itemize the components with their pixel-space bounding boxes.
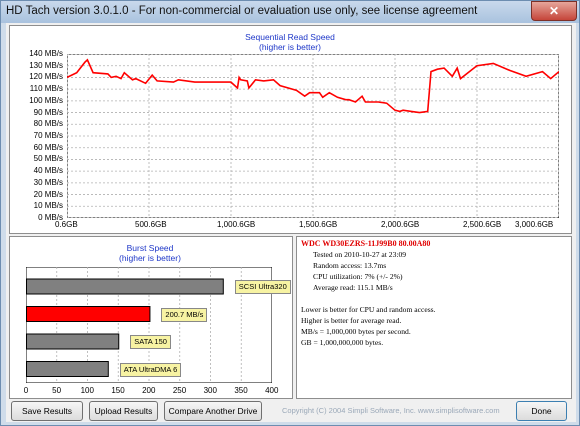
burst-x-tick: 0 [23,386,29,395]
note-mbs-definition: MB/s = 1,000,000 bytes per second. [301,327,411,336]
note-higher-better: Higher is better for average read. [301,316,402,325]
burst-bar-label: SCSI Ultra320 [234,280,291,294]
seq-y-tick: 20 MB/s [33,189,63,199]
done-label: Done [531,406,552,416]
seq-read-series-line [67,58,559,114]
seq-y-tick: 80 MB/s [33,119,63,129]
seq-y-tick: 90 MB/s [33,107,63,117]
sequential-read-chart [67,54,559,218]
burst-x-tick: 250 [172,386,187,395]
info-line-average-read: Average read: 115.1 MB/s [313,283,393,292]
info-line-cpu: CPU utilization: 7% (+/- 2%) [313,272,403,281]
seq-y-tick: 0 MB/s [38,213,63,222]
done-button[interactable]: Done [516,401,567,421]
burst-x-tick: 100 [80,386,94,395]
window-title: HD Tach version 3.0.1.0 - For non-commer… [6,5,478,17]
seq-y-tick: 120 MB/s [29,72,63,82]
client-area: Sequential Read Speed (higher is better)… [6,23,576,422]
burst-bar [26,306,151,322]
seq-x-tick: 2,500.6GB [463,220,502,229]
seq-y-tick: 50 MB/s [33,154,63,164]
burst-x-tick: 50 [52,386,62,395]
burst-bar-label: SATA 150 [130,335,171,349]
seq-y-tick: 110 MB/s [29,84,63,94]
close-icon: ✕ [548,4,560,18]
seq-x-tick: 0.6GB [55,220,78,229]
copyright-text: Copyright (C) 2004 Simpli Software, Inc.… [282,406,500,415]
seq-x-tick: 1,000.6GB [217,220,256,229]
burst-speed-panel: Burst Speed (higher is better) SCSI Ultr… [9,236,293,399]
seq-y-tick: 130 MB/s [29,60,63,70]
seq-y-tick: 100 MB/s [29,95,63,105]
burst-x-tick: 200 [142,386,156,395]
seq-y-tick: 40 MB/s [33,166,63,176]
burst-x-tick: 400 [265,386,279,395]
seq-y-tick: 60 MB/s [33,142,63,152]
note-lower-better: Lower is better for CPU and random acces… [301,305,436,314]
note-gb-definition: GB = 1,000,000,000 bytes. [301,338,384,347]
sequential-read-panel: Sequential Read Speed (higher is better)… [9,25,572,234]
seq-y-tick: 30 MB/s [33,177,63,187]
info-line-random-access: Random access: 13.7ms [313,261,387,270]
burst-bar [26,278,224,295]
seq-x-tick: 2,000.6GB [381,220,420,229]
seq-y-tick: 10 MB/s [33,201,63,211]
save-results-button[interactable]: Save Results [11,401,83,421]
burst-bar-label: ATA UltraDMA 6 [119,362,182,377]
seq-y-tick: 70 MB/s [33,131,63,140]
burst-bar [26,361,109,377]
drive-info-panel: WDC WD30EZRS-11J99B0 80.00A80 Tested on … [296,236,572,399]
seq-x-tick: 1,500.6GB [299,220,338,229]
seq-y-tick: 140 MB/s [29,49,63,58]
burst-chart-subtitle: (higher is better) [119,253,181,263]
burst-x-tick: 300 [203,386,217,395]
drive-model: WDC WD30EZRS-11J99B0 80.00A80 [301,239,431,248]
burst-x-tick: 150 [111,386,125,395]
burst-bar [26,333,120,350]
info-line-tested: Tested on 2010-10-27 at 23:09 [313,250,407,259]
burst-chart-title: Burst Speed [126,243,174,253]
seq-x-tick: 500.6GB [135,220,167,229]
seq-chart-title: Sequential Read Speed [245,32,335,42]
burst-x-tick: 350 [234,386,248,395]
seq-chart-subtitle: (higher is better) [259,42,321,52]
upload-results-button[interactable]: Upload Results [89,401,158,421]
compare-drive-button[interactable]: Compare Another Drive [164,401,262,421]
title-bar[interactable]: HD Tach version 3.0.1.0 - For non-commer… [1,1,579,23]
close-button[interactable]: ✕ [531,1,577,21]
save-results-label: Save Results [21,406,73,416]
compare-drive-label: Compare Another Drive [168,406,258,416]
seq-x-tick: 3,000.6GB [515,220,554,229]
burst-bar-label: 200.7 MB/s [161,307,208,322]
upload-results-label: Upload Results [94,406,153,416]
